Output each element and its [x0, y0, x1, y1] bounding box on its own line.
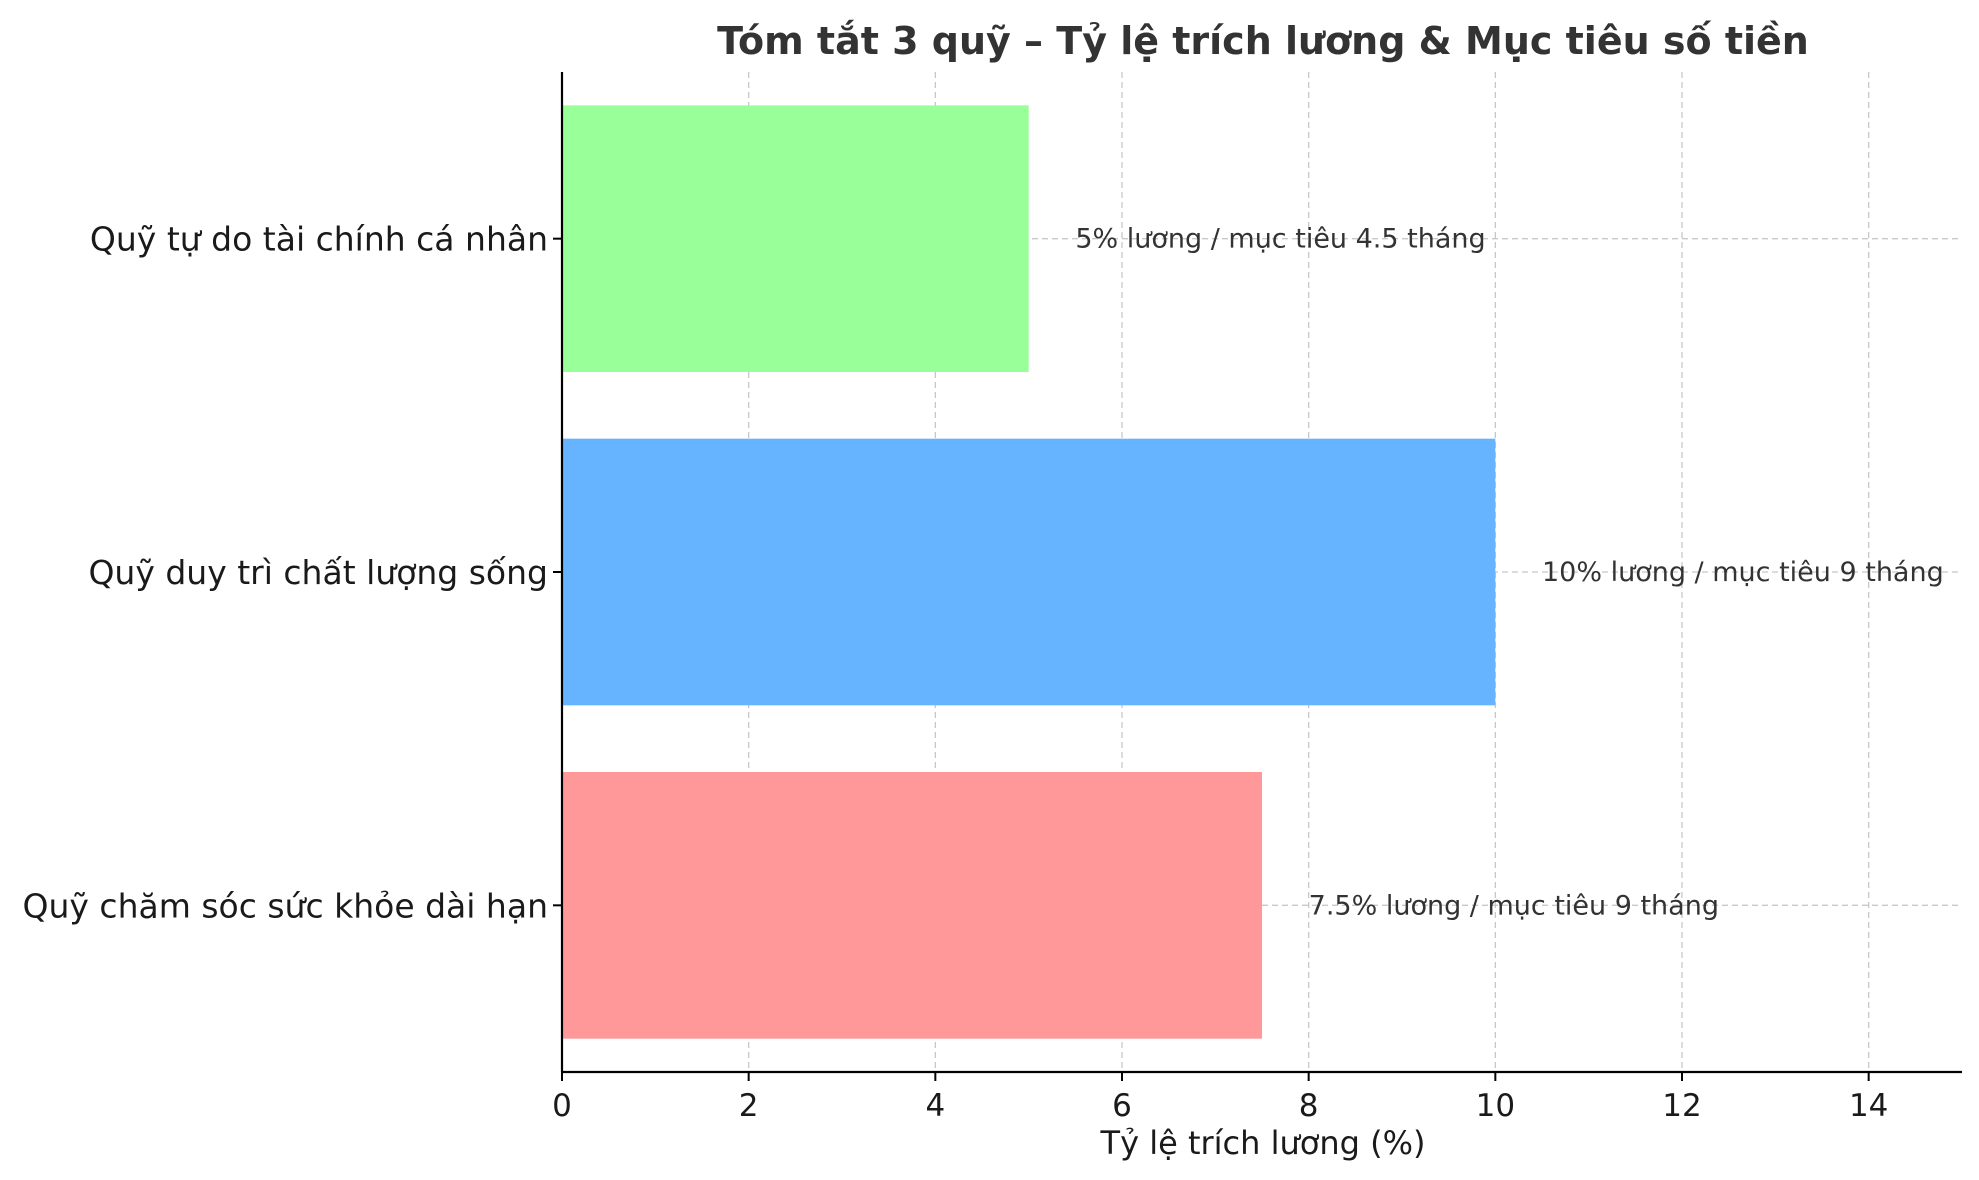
x-tick-label: 10	[1476, 1088, 1515, 1124]
label-layer: 5% lương / mục tiêu 4.5 tháng 10% lương /…	[1075, 224, 1943, 922]
bar	[562, 105, 1029, 372]
category-label: Quỹ tự do tài chính cá nhân	[90, 220, 548, 259]
data-label: 5% lương / mục tiêu 4.5 tháng	[1075, 224, 1485, 255]
bar-layer	[562, 105, 1496, 1039]
chart-title: Tóm tắt 3 quỹ – Tỷ lệ trích lương & Mục …	[717, 19, 1809, 63]
x-tick-label: 2	[739, 1088, 759, 1124]
x-tick-label: 0	[552, 1088, 572, 1124]
bar	[562, 772, 1262, 1039]
axis-layer: 0 2 4 6 8 10 12 14 Quỹ tự do tài chính cá nhân Qu…	[23, 72, 1962, 1124]
x-tick-label: 6	[1112, 1088, 1132, 1124]
x-tick-label: 12	[1662, 1088, 1701, 1124]
data-label: 10% lương / mục tiêu 9 tháng	[1542, 557, 1944, 588]
x-tick-label: 8	[1299, 1088, 1319, 1124]
category-label: Quỹ duy trì chất lượng sống	[88, 553, 548, 592]
category-label: Quỹ chăm sóc sức khỏe dài hạn	[23, 886, 548, 925]
bar	[562, 438, 1496, 706]
data-label: 7.5% lương / mục tiêu 9 tháng	[1309, 890, 1719, 921]
x-tick-label: 4	[925, 1088, 945, 1124]
x-axis-label: Tỷ lệ trích lương (%)	[1100, 1124, 1426, 1162]
x-tick-label: 14	[1849, 1088, 1888, 1124]
